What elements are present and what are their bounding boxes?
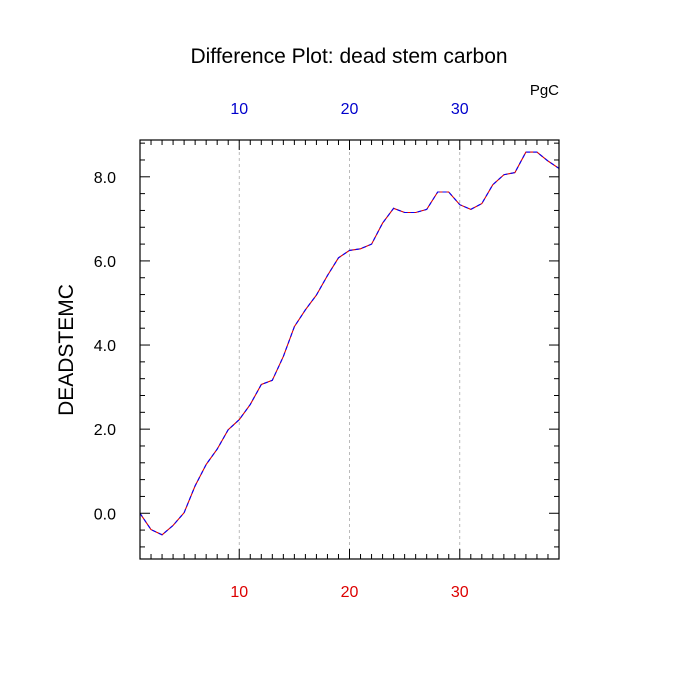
y-tick-label: 0.0: [94, 506, 116, 523]
y-axis-label: DEADSTEMC: [55, 284, 78, 416]
plot-frame: [139, 139, 560, 560]
tick-labels: 10 10 20 20 30 30 0.0 2.0 4.0 6.0 8.0: [94, 101, 469, 601]
series-line-blue-dashed: [139, 151, 560, 536]
x-tick-label-top: 30: [451, 101, 469, 118]
y-tick-label: 6.0: [94, 254, 116, 271]
x-tick-label-top: 20: [341, 101, 359, 118]
units-label: PgC: [530, 82, 559, 99]
x-tick-label-bottom: 30: [451, 584, 469, 601]
data-series: [139, 151, 560, 536]
grid-lines: [238, 140, 461, 559]
x-tick-label-top: 10: [230, 101, 248, 118]
chart-title: Difference Plot: dead stem carbon: [190, 45, 507, 68]
y-tick-label: 8.0: [94, 170, 116, 187]
x-tick-label-bottom: 10: [230, 584, 248, 601]
x-tick-label-bottom: 20: [341, 584, 359, 601]
y-tick-label: 2.0: [94, 422, 116, 439]
y-tick-label: 4.0: [94, 338, 116, 355]
